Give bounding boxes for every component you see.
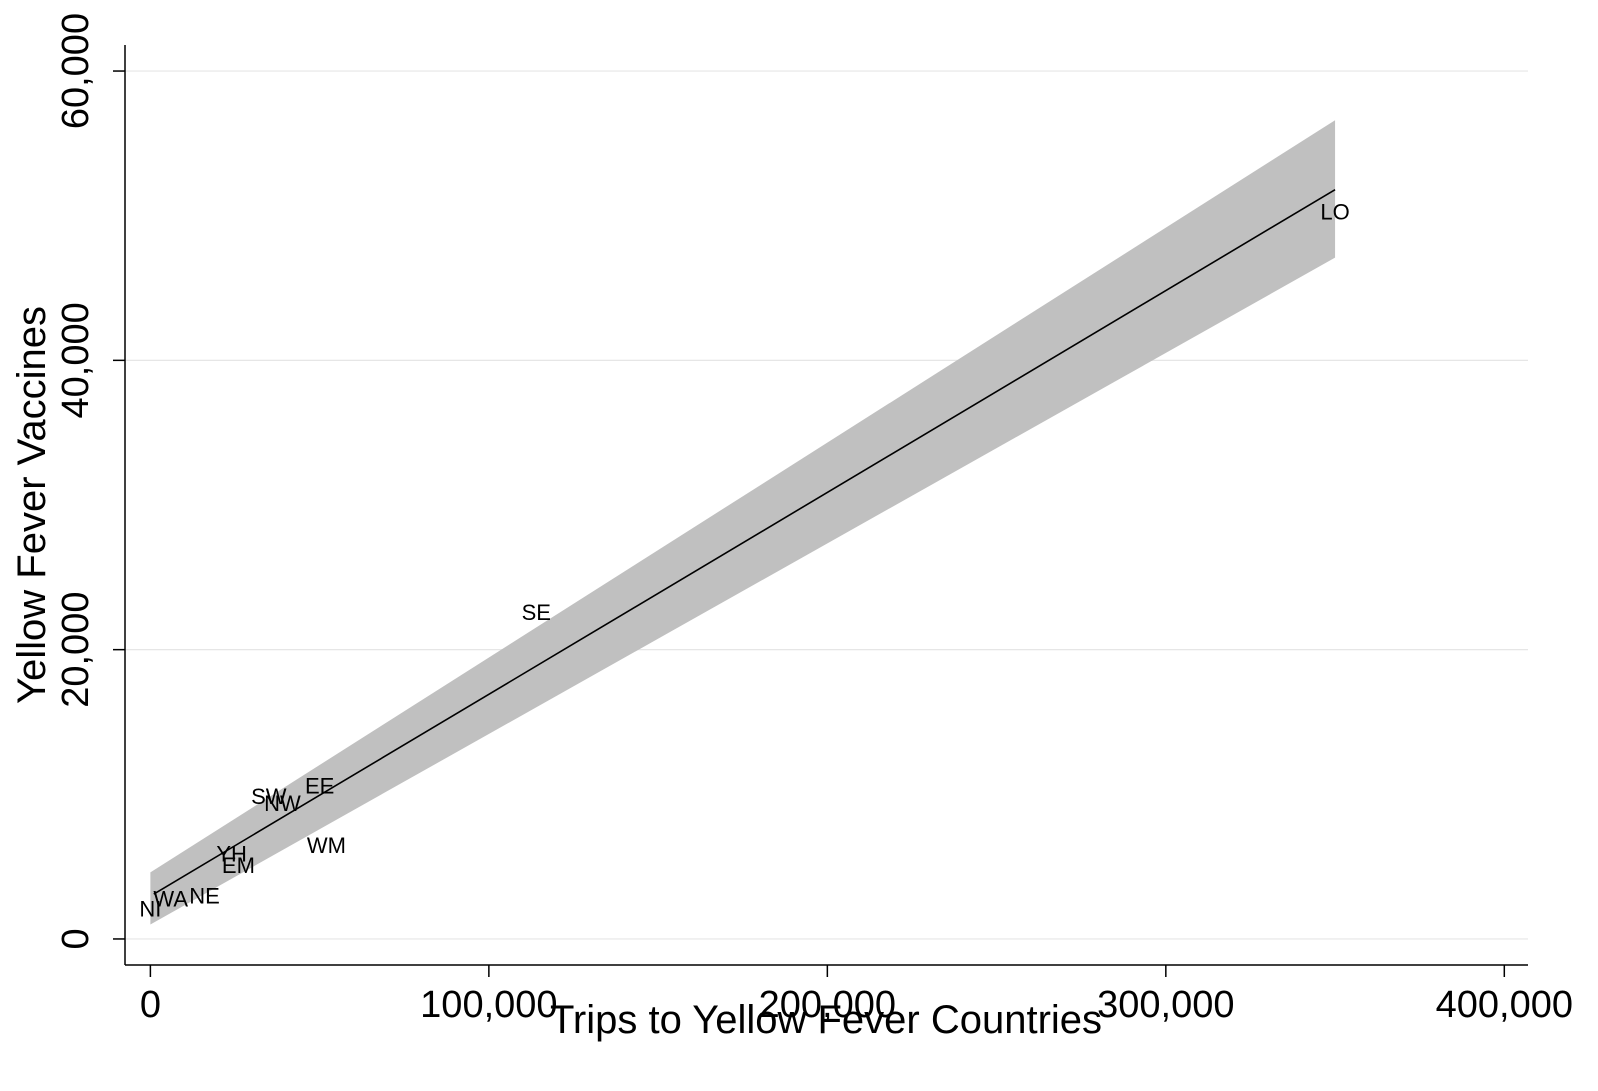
y-tick-label-3: 60,000: [55, 13, 97, 129]
x-tick-label-1: 100,000: [420, 984, 557, 1026]
y-tick-label-0: 0: [55, 928, 97, 949]
point-label-ee: EE: [305, 774, 334, 799]
y-axis-title: Yellow Fever Vaccines: [10, 306, 54, 704]
axes: [124, 45, 1528, 966]
point-label-ne: NE: [189, 884, 220, 909]
confidence-band: [150, 120, 1336, 925]
x-tick-label-2: 200,000: [759, 984, 896, 1026]
point-label-wa: WA: [153, 886, 188, 911]
point-label-lo: LO: [1320, 199, 1349, 224]
x-tick-label-4: 400,000: [1436, 984, 1573, 1026]
gridlines: [125, 70, 1528, 940]
tick-marks: 0 20,000 40,000 60,000 0 100,000 200,000 300,00…: [55, 13, 1573, 1026]
point-label-se: SE: [522, 600, 551, 625]
confidence-band-layer: [150, 120, 1336, 925]
point-label-ni: NI: [139, 897, 161, 922]
fit-line-layer: [153, 188, 1336, 895]
point-label-sw: SW: [251, 784, 287, 809]
x-tick-label-3: 300,000: [1097, 984, 1234, 1026]
y-tick-label-2: 40,000: [55, 302, 97, 418]
fit-line: [153, 188, 1336, 895]
point-label-em: EM: [222, 853, 255, 878]
point-label-nw: NW: [264, 791, 301, 816]
y-tick-label-1: 20,000: [55, 592, 97, 708]
point-label-wm: WM: [307, 833, 346, 858]
point-label-yh: YH: [216, 842, 247, 867]
x-axis-title: Trips to Yellow Fever Countries: [550, 998, 1102, 1042]
x-tick-label-0: 0: [140, 984, 161, 1026]
